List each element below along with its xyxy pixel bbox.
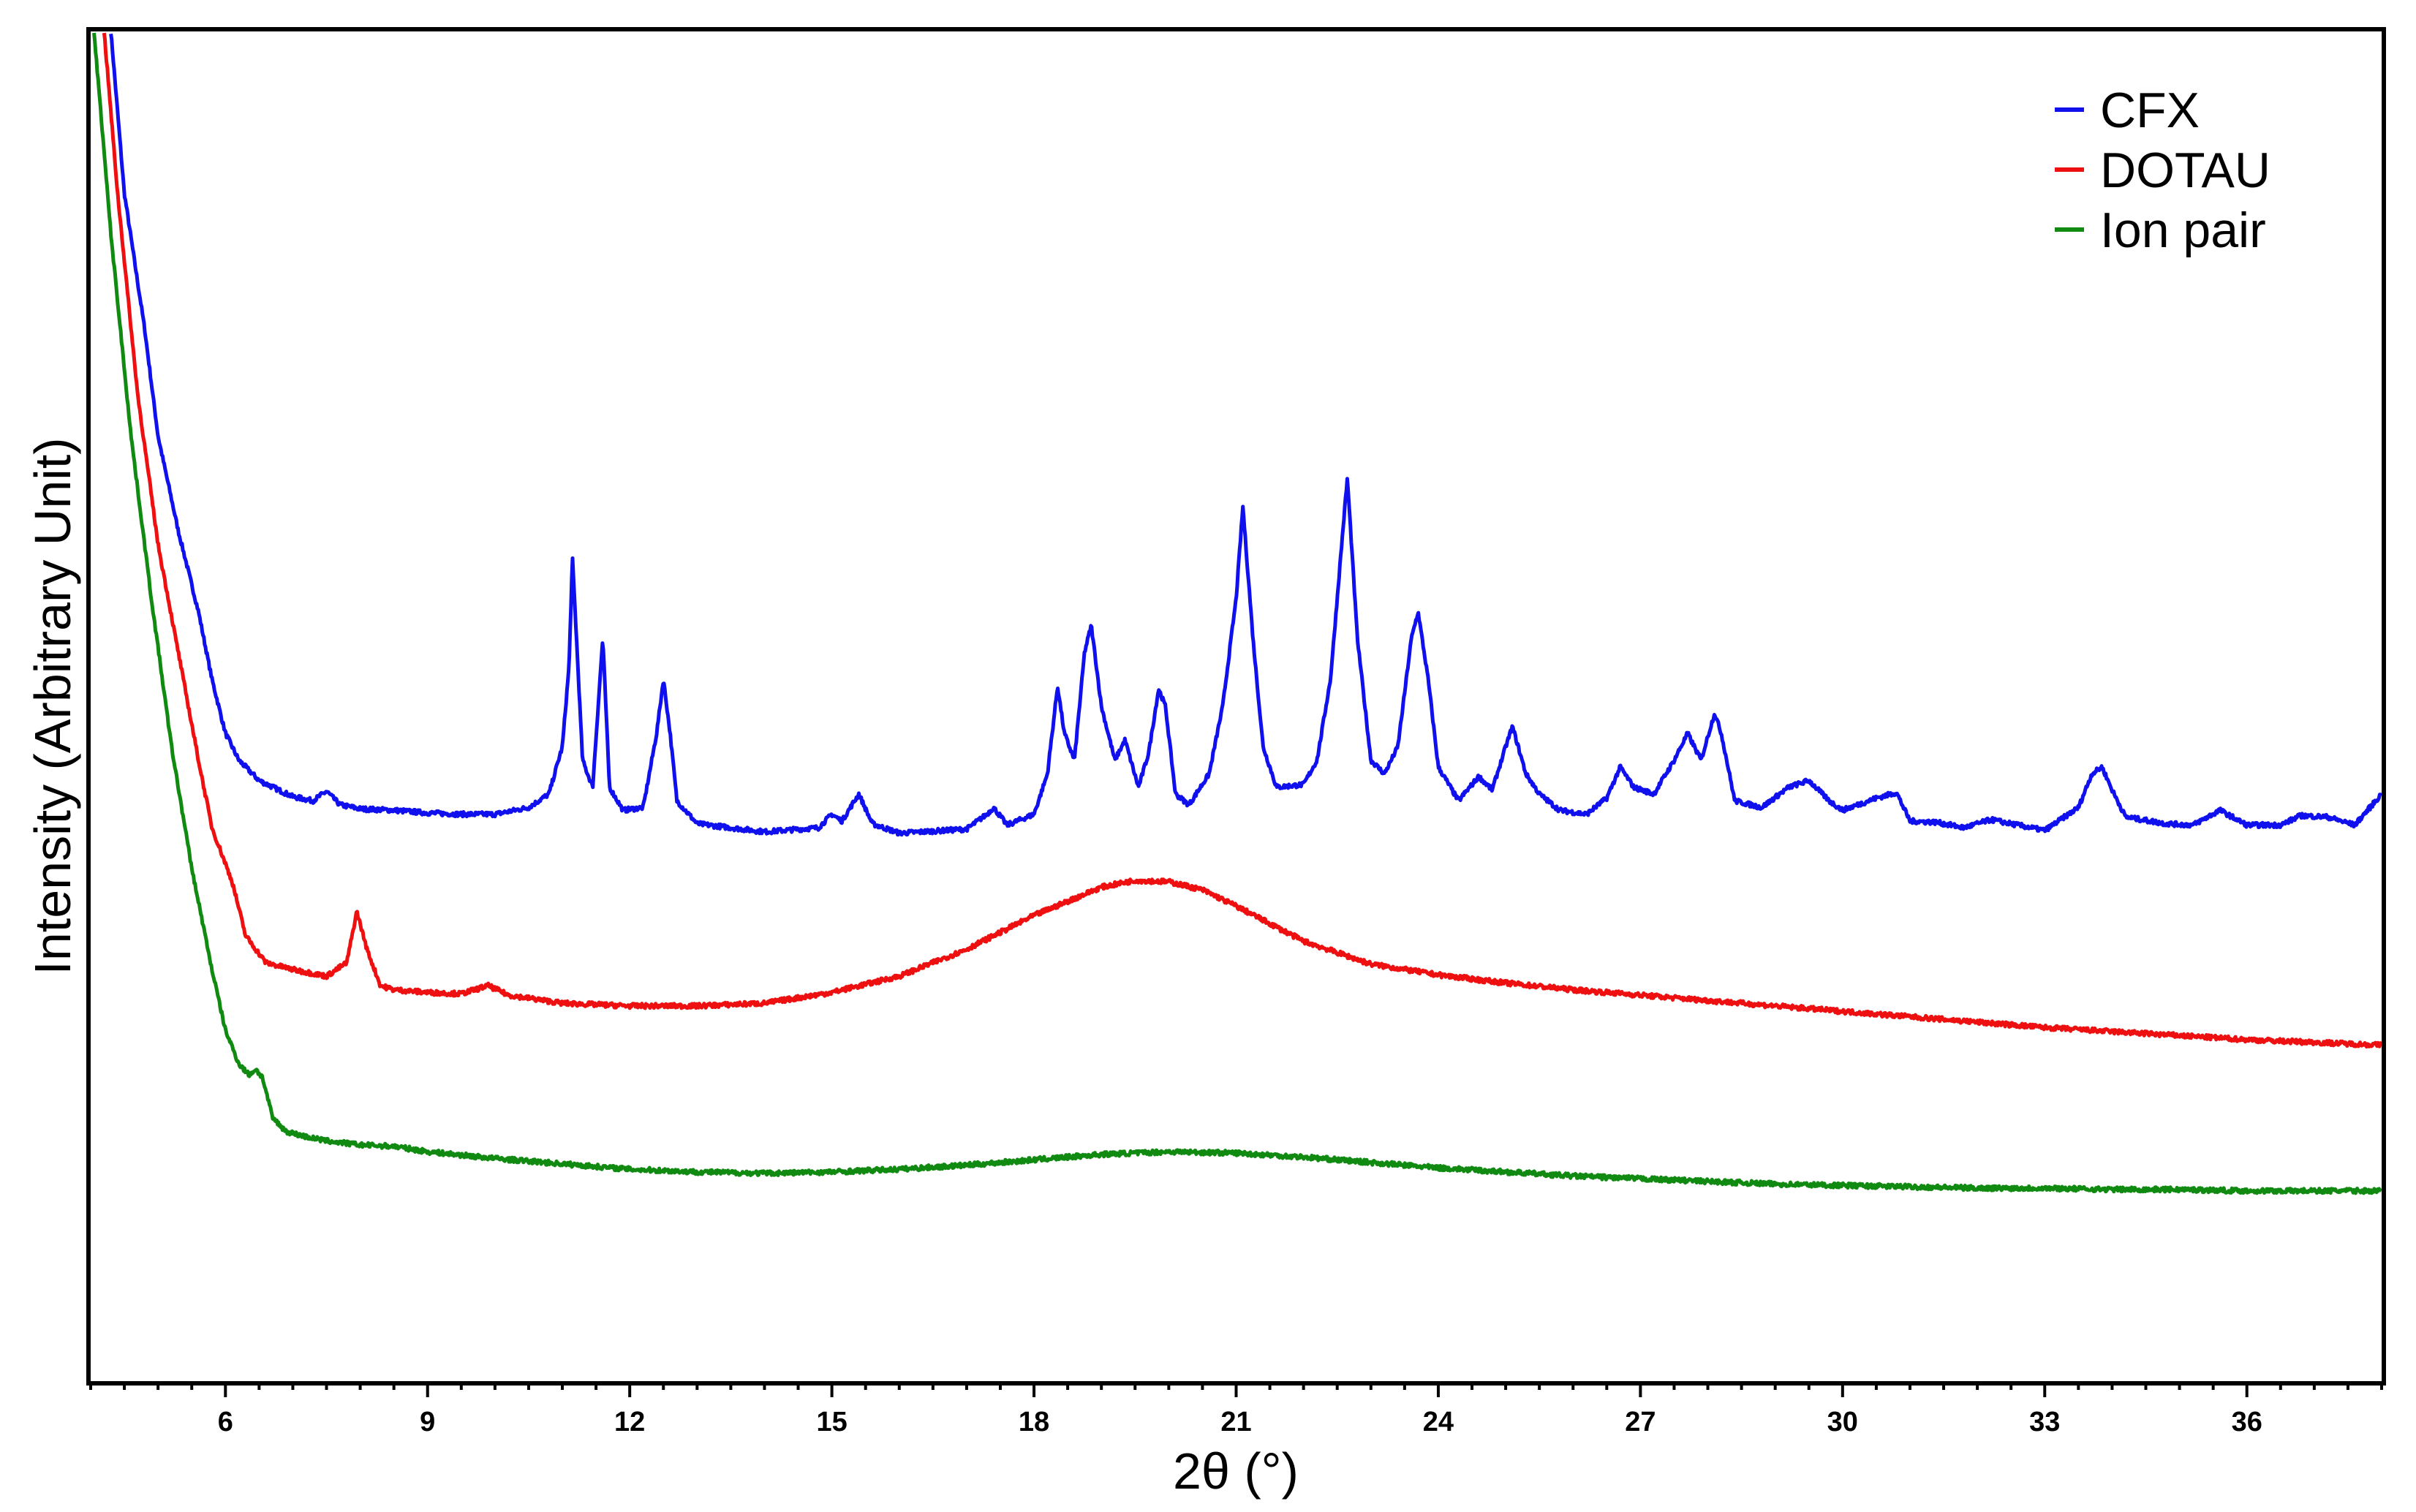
x-tick-label: 9 xyxy=(420,1407,435,1437)
x-tick-label: 12 xyxy=(614,1407,645,1437)
series-line-2 xyxy=(102,32,2383,1049)
x-tick-label: 27 xyxy=(1625,1407,1656,1437)
legend-label: Ion pair xyxy=(2100,203,2266,258)
x-tick-label: 33 xyxy=(2029,1407,2060,1437)
legend-label: CFX xyxy=(2100,83,2200,138)
legend-label: DOTAU xyxy=(2100,143,2270,198)
x-tick-label: 6 xyxy=(218,1407,233,1437)
plot-frame xyxy=(86,27,2386,1386)
x-tick-label: 24 xyxy=(1423,1407,1454,1437)
x-tick-label: 30 xyxy=(1827,1407,1858,1437)
x-axis-title: 2θ (°) xyxy=(1173,1443,1299,1500)
series-line-1 xyxy=(109,33,2383,837)
y-axis-title: Intensity (Arbitrary Unit) xyxy=(24,437,81,975)
series-layer xyxy=(92,32,2383,1195)
x-tick-label: 21 xyxy=(1220,1407,1251,1437)
series-line-3 xyxy=(92,32,2383,1195)
x-tick-label: 15 xyxy=(816,1407,847,1437)
x-tick-label: 36 xyxy=(2232,1407,2262,1437)
x-tick-label: 18 xyxy=(1019,1407,1049,1437)
